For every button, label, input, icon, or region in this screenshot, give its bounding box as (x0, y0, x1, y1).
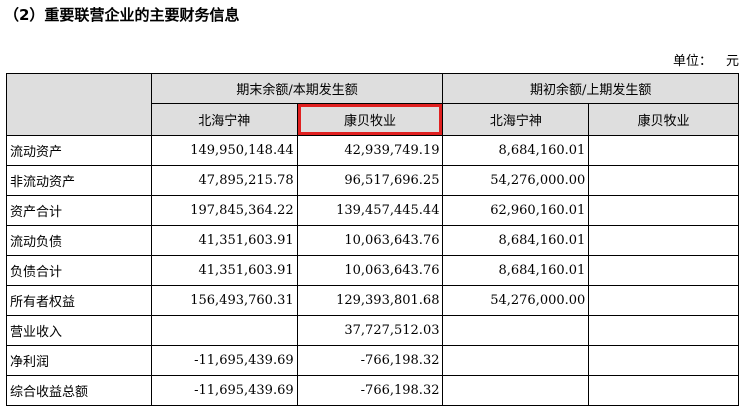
cell-value: 54,276,000.00 (442, 165, 590, 196)
cell-value: 54,276,000.00 (442, 285, 590, 316)
cell-value: 62,960,160.01 (442, 195, 590, 226)
unit-label-text: 单位： (672, 54, 712, 69)
table-row: 非流动资产 47,895,215.78 96,517,696.25 54,276,00… (6, 165, 739, 196)
cell-value: 156,493,760.31 (150, 285, 298, 316)
table-row: 所有者权益 156,493,760.31 129,393,801.68 54,276,… (6, 285, 739, 316)
row-label: 负债合计 (6, 255, 152, 286)
cell-value: -11,695,439.69 (150, 375, 298, 406)
table-row: 资产合计 197,845,364.22 139,457,445.44 62,960,1… (6, 195, 739, 226)
cell-value (588, 315, 739, 346)
row-label: 流动资产 (6, 135, 152, 166)
cell-value: 41,351,603.91 (150, 255, 298, 286)
header-kangbei-current-highlighted: 康贝牧业 (296, 103, 444, 136)
header-beihai-current: 北海宁神 (150, 103, 298, 136)
cell-value: 37,727,512.03 (296, 315, 444, 346)
cell-value (442, 345, 590, 376)
cell-value (588, 165, 739, 196)
cell-value (588, 375, 739, 406)
row-label: 非流动资产 (6, 165, 152, 196)
cell-value (442, 375, 590, 406)
cell-value: 10,063,643.76 (296, 255, 444, 286)
cell-value: -766,198.32 (296, 345, 444, 376)
section-title: （2）重要联营企业的主要财务信息 (4, 6, 240, 24)
table-row: 流动负债 41,351,603.91 10,063,643.76 8,684,160.… (6, 225, 739, 256)
cell-value (588, 345, 739, 376)
table-row: 流动资产 149,950,148.44 42,939,749.19 8,684,160… (6, 135, 739, 166)
cell-value (588, 255, 739, 286)
row-label: 营业收入 (6, 315, 152, 346)
cell-value: 8,684,160.01 (442, 135, 590, 166)
header-group-current: 期末余额/本期发生额 (150, 73, 444, 104)
table-group-header-row: 期末余额/本期发生额 期初余额/上期发生额 (6, 73, 739, 136)
table-row: 净利润 -11,695,439.69 -766,198.32 (6, 345, 739, 376)
row-label: 综合收益总额 (6, 375, 152, 406)
header-group-prior: 期初余额/上期发生额 (442, 73, 739, 104)
cell-value: 96,517,696.25 (296, 165, 444, 196)
unit-label: 单位： 元 (673, 50, 739, 69)
cell-value: 10,063,643.76 (296, 225, 444, 256)
cell-value (150, 315, 298, 346)
table-body: 流动资产 149,950,148.44 42,939,749.19 8,684,160… (6, 135, 739, 406)
financial-info-table: 期末余额/本期发生额 期初余额/上期发生额 北海宁神 康贝牧业 北海宁神 康贝牧… (6, 73, 739, 406)
table-sub-header-row: 北海宁神 康贝牧业 北海宁神 康贝牧业 (7, 103, 739, 136)
cell-value (588, 285, 739, 316)
cell-value: 129,393,801.68 (296, 285, 444, 316)
cell-value: 42,939,749.19 (296, 135, 444, 166)
cell-value: -11,695,439.69 (150, 345, 298, 376)
header-kangbei-prior: 康贝牧业 (588, 103, 739, 136)
cell-value: 8,684,160.01 (442, 225, 590, 256)
row-label: 资产合计 (6, 195, 152, 226)
header-kangbei-current-label: 康贝牧业 (344, 114, 397, 129)
row-label: 流动负债 (6, 225, 152, 256)
cell-value: 8,684,160.01 (442, 255, 590, 286)
unit-value: 元 (725, 54, 739, 69)
row-label: 净利润 (6, 345, 152, 376)
cell-value (588, 135, 739, 166)
cell-value: 197,845,364.22 (150, 195, 298, 226)
cell-value: 47,895,215.78 (150, 165, 298, 196)
cell-value (588, 195, 739, 226)
table-row: 综合收益总额 -11,695,439.69 -766,198.32 (6, 375, 739, 406)
cell-value (588, 225, 739, 256)
table-row: 营业收入 37,727,512.03 (6, 315, 739, 346)
cell-value: 149,950,148.44 (150, 135, 298, 166)
header-corner (6, 73, 152, 136)
table-row: 负债合计 41,351,603.91 10,063,643.76 8,684,160.… (6, 255, 739, 286)
cell-value (442, 315, 590, 346)
header-beihai-prior: 北海宁神 (442, 103, 590, 136)
cell-value: 41,351,603.91 (150, 225, 298, 256)
row-label: 所有者权益 (6, 285, 152, 316)
cell-value: -766,198.32 (296, 375, 444, 406)
cell-value: 139,457,445.44 (296, 195, 444, 226)
